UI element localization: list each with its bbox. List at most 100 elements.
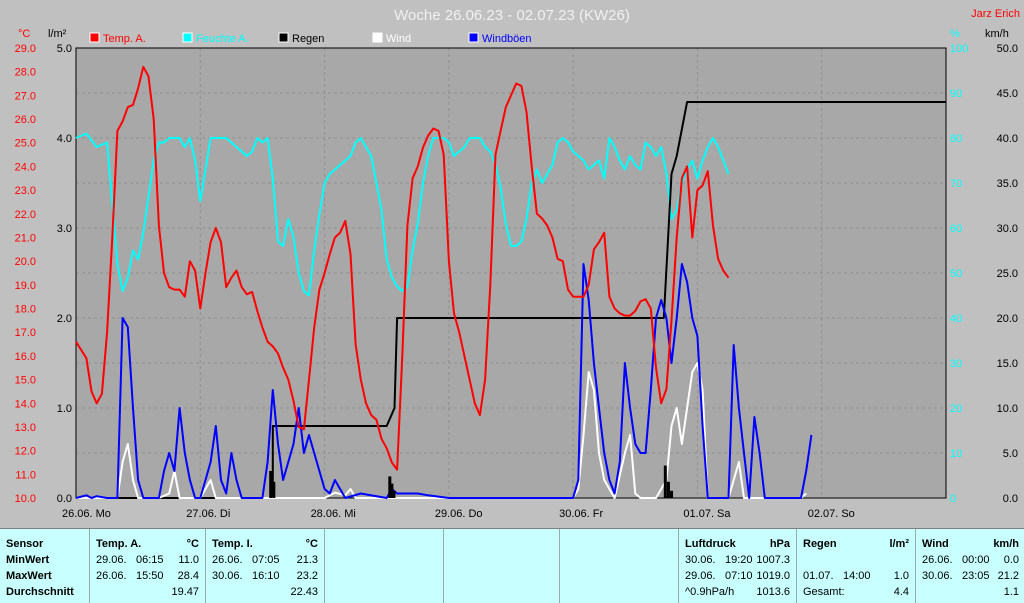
- temp-tick-label: 14.0: [15, 398, 36, 410]
- col-empty-1: [324, 529, 443, 603]
- row-labels: Sensor MinWert MaxWert Durchschnitt: [0, 529, 88, 603]
- series-line-regen: [76, 101, 946, 499]
- temp-tick-label: 19.0: [15, 280, 36, 292]
- temp-tick-label: 29.0: [15, 43, 36, 55]
- header: Wind: [922, 538, 949, 550]
- humidity-tick-label: 60: [950, 223, 962, 235]
- max-time: 07:10: [725, 570, 753, 582]
- unit: km/h: [993, 538, 1019, 550]
- row-label-avg: Durchschnitt: [6, 586, 74, 598]
- max-value: 28.4: [177, 570, 199, 582]
- min-time: 06:15: [136, 554, 164, 566]
- x-tick-label: 29.06. Do: [435, 508, 483, 520]
- right2-axis-unit: km/h: [985, 28, 1009, 40]
- humidity-tick-label: 100: [950, 43, 968, 55]
- total-value: 4.4: [893, 586, 909, 598]
- temp-tick-label: 12.0: [15, 446, 36, 458]
- humidity-tick-label: 70: [950, 178, 962, 190]
- col-wind: Wind km/h 26.06. 00:00 0.0 30.06. 23:05 21.2 …: [915, 529, 1024, 603]
- wind-tick-label: 0.0: [1003, 493, 1018, 505]
- row-label-max: MaxWert: [6, 570, 52, 582]
- x-tick-label: 02.07. So: [808, 508, 855, 520]
- col-temp-a: Temp. A. °C 29.06. 06:15 11.0 26.06. 15:50 28…: [89, 529, 205, 603]
- rain-tick-label: 1.0: [57, 403, 72, 415]
- max-value: 1019.0: [756, 570, 790, 582]
- legend-swatch: [278, 32, 289, 43]
- avg-value: 19.47: [171, 586, 199, 598]
- max-time: 16:10: [252, 570, 280, 582]
- humidity-tick-label: 30: [950, 358, 962, 370]
- col-empty-2: [443, 529, 559, 603]
- min-time: 19:20: [725, 554, 753, 566]
- humidity-tick-label: 0: [950, 493, 956, 505]
- col-temp-i: Temp. I. °C 26.06. 07:05 21.3 30.06. 16:10 23…: [205, 529, 324, 603]
- series-line-temp-a-: [75, 65, 730, 471]
- legend-label: Wind: [386, 33, 411, 45]
- temp-tick-label: 17.0: [15, 327, 36, 339]
- x-tick-label: 30.06. Fr: [559, 508, 603, 520]
- max-date: 30.06.: [922, 570, 953, 582]
- legend-label: Regen: [292, 33, 324, 45]
- legend-swatch: [182, 32, 193, 43]
- legend-swatch: [468, 32, 479, 43]
- chart-title: Woche 26.06.23 - 02.07.23 (KW26): [394, 7, 630, 24]
- unit: hPa: [769, 538, 790, 550]
- temp-tick-label: 11.0: [15, 469, 36, 481]
- legend-swatch: [372, 32, 383, 43]
- legend: Temp. A. Feuchte A. Regen Wind Windböen: [89, 32, 532, 45]
- max-date: 29.06.: [685, 570, 716, 582]
- unit: l/m²: [889, 538, 909, 550]
- temp-tick-label: 21.0: [15, 232, 36, 244]
- x-tick-label: 26.06. Mo: [62, 508, 111, 520]
- series-layer: [75, 65, 946, 499]
- series-line-feuchte-a-: [75, 132, 730, 297]
- max-time: 15:50: [136, 570, 164, 582]
- x-tick-label: 27.06. Di: [186, 508, 230, 520]
- tick-labels: 10.0 11.0 12.0 13.0 14.0 15.0 16.0 17.0 18.0 19.0…: [15, 43, 1018, 520]
- wind-tick-label: 15.0: [997, 358, 1018, 370]
- temp-tick-label: 15.0: [15, 375, 36, 387]
- temp-tick-label: 26.0: [15, 114, 36, 126]
- col-regen: Regen l/m² 01.07. 14:00 1.0 Gesamt: 4.4: [796, 529, 915, 603]
- legend-swatch: [89, 32, 100, 43]
- left2-axis-unit: l/m²: [48, 28, 67, 40]
- x-tick-label: 01.07. Sa: [683, 508, 731, 520]
- temp-tick-label: 28.0: [15, 67, 36, 79]
- wind-tick-label: 5.0: [1003, 448, 1018, 460]
- avg-value: 1.1: [1003, 586, 1019, 598]
- rain-tick-label: 5.0: [57, 43, 72, 55]
- temp-tick-label: 18.0: [15, 304, 36, 316]
- header: Temp. A.: [96, 538, 142, 550]
- header: Luftdruck: [685, 538, 736, 550]
- max-time: 23:05: [962, 570, 990, 582]
- temp-tick-label: 20.0: [15, 256, 36, 268]
- avg-value: 1013.6: [756, 586, 790, 598]
- min-value: 21.3: [296, 554, 318, 566]
- max-value: 21.2: [997, 570, 1019, 582]
- wind-tick-label: 40.0: [997, 133, 1018, 145]
- min-value: 11.0: [178, 554, 199, 566]
- unit: °C: [186, 538, 199, 550]
- max-value: 23.2: [296, 570, 318, 582]
- rain-tick-label: 2.0: [57, 313, 72, 325]
- right-axis-unit: %: [950, 28, 960, 40]
- weather-chart: 10.0 11.0 12.0 13.0 14.0 15.0 16.0 17.0 18.0 19.0…: [15, 7, 1020, 520]
- min-date: 26.06.: [212, 554, 243, 566]
- series-line-windb-en: [75, 263, 813, 499]
- min-date: 26.06.: [922, 554, 953, 566]
- left-axis-unit: °C: [18, 28, 30, 40]
- x-tick-label: 28.06. Mi: [311, 508, 356, 520]
- avg-value: 22.43: [290, 586, 318, 598]
- legend-label: Windböen: [482, 33, 532, 45]
- min-date: 30.06.: [685, 554, 716, 566]
- legend-label: Temp. A.: [103, 33, 146, 45]
- min-time: 00:00: [962, 554, 990, 566]
- temp-tick-label: 22.0: [15, 209, 36, 221]
- min-time: 07:05: [252, 554, 280, 566]
- row-label-sensor: Sensor: [6, 538, 44, 550]
- header: Regen: [803, 538, 837, 550]
- wind-tick-label: 10.0: [997, 403, 1018, 415]
- min-value: 1007.3: [756, 554, 790, 566]
- temp-tick-label: 27.0: [15, 90, 36, 102]
- legend-label: Feuchte A.: [196, 33, 249, 45]
